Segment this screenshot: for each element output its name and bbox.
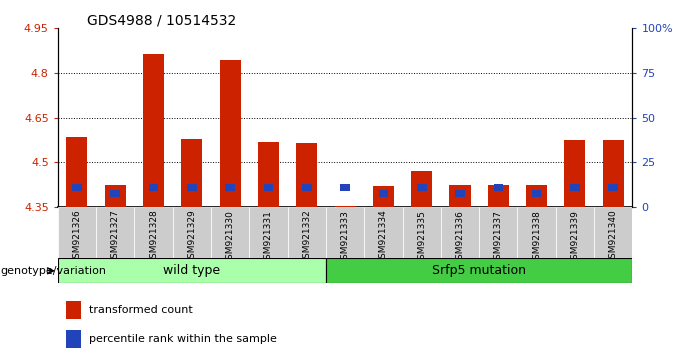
Bar — [72, 184, 82, 191]
Bar — [225, 184, 235, 191]
Text: GSM921331: GSM921331 — [264, 210, 273, 264]
Bar — [187, 184, 197, 191]
Bar — [488, 185, 509, 207]
Bar — [379, 190, 388, 197]
Text: GSM921328: GSM921328 — [149, 210, 158, 264]
Bar — [173, 207, 211, 258]
Bar — [609, 184, 618, 191]
Text: GSM921333: GSM921333 — [341, 210, 350, 264]
Bar — [532, 190, 541, 197]
Bar — [58, 207, 96, 258]
Bar — [403, 207, 441, 258]
Bar — [288, 207, 326, 258]
Bar — [149, 184, 158, 191]
Bar — [67, 137, 88, 207]
Bar — [449, 185, 471, 207]
Bar — [110, 190, 120, 197]
Bar — [296, 143, 318, 207]
Bar — [220, 59, 241, 207]
Bar — [373, 186, 394, 207]
Text: GSM921338: GSM921338 — [532, 210, 541, 264]
Text: GSM921339: GSM921339 — [571, 210, 579, 264]
Text: GSM921329: GSM921329 — [188, 210, 197, 264]
Bar — [602, 140, 624, 207]
Bar — [250, 207, 288, 258]
Bar — [105, 185, 126, 207]
Text: wild type: wild type — [163, 264, 220, 277]
Bar — [570, 184, 580, 191]
Text: GSM921337: GSM921337 — [494, 210, 503, 264]
Bar — [211, 207, 250, 258]
Text: GDS4988 / 10514532: GDS4988 / 10514532 — [86, 13, 236, 27]
Bar — [594, 207, 632, 258]
Bar — [264, 184, 273, 191]
Text: GSM921336: GSM921336 — [456, 210, 464, 264]
Bar — [258, 142, 279, 207]
Text: genotype/variation: genotype/variation — [0, 266, 106, 276]
Bar — [494, 184, 503, 191]
Text: GSM921340: GSM921340 — [609, 210, 617, 264]
Bar — [58, 258, 326, 283]
Text: transformed count: transformed count — [89, 305, 193, 315]
Text: GSM921332: GSM921332 — [303, 210, 311, 264]
Bar — [340, 184, 350, 191]
Bar — [96, 207, 135, 258]
Bar — [517, 207, 556, 258]
Text: percentile rank within the sample: percentile rank within the sample — [89, 334, 277, 344]
Bar — [67, 301, 81, 319]
Text: GSM921330: GSM921330 — [226, 210, 235, 264]
Bar — [326, 258, 632, 283]
Text: GSM921326: GSM921326 — [73, 210, 82, 264]
Bar — [135, 207, 173, 258]
Bar — [526, 185, 547, 207]
Bar — [335, 206, 356, 207]
Bar — [326, 207, 364, 258]
Bar — [364, 207, 403, 258]
Bar — [302, 184, 311, 191]
Bar — [441, 207, 479, 258]
Text: GSM921335: GSM921335 — [418, 210, 426, 264]
Bar — [417, 184, 426, 191]
Text: Srfp5 mutation: Srfp5 mutation — [432, 264, 526, 277]
Bar — [479, 207, 517, 258]
Bar — [556, 207, 594, 258]
Bar — [182, 138, 203, 207]
Bar — [67, 330, 81, 348]
Bar — [143, 54, 164, 207]
Text: GSM921327: GSM921327 — [111, 210, 120, 264]
Bar — [455, 190, 465, 197]
Text: GSM921334: GSM921334 — [379, 210, 388, 264]
Bar — [411, 171, 432, 207]
Bar — [564, 140, 585, 207]
